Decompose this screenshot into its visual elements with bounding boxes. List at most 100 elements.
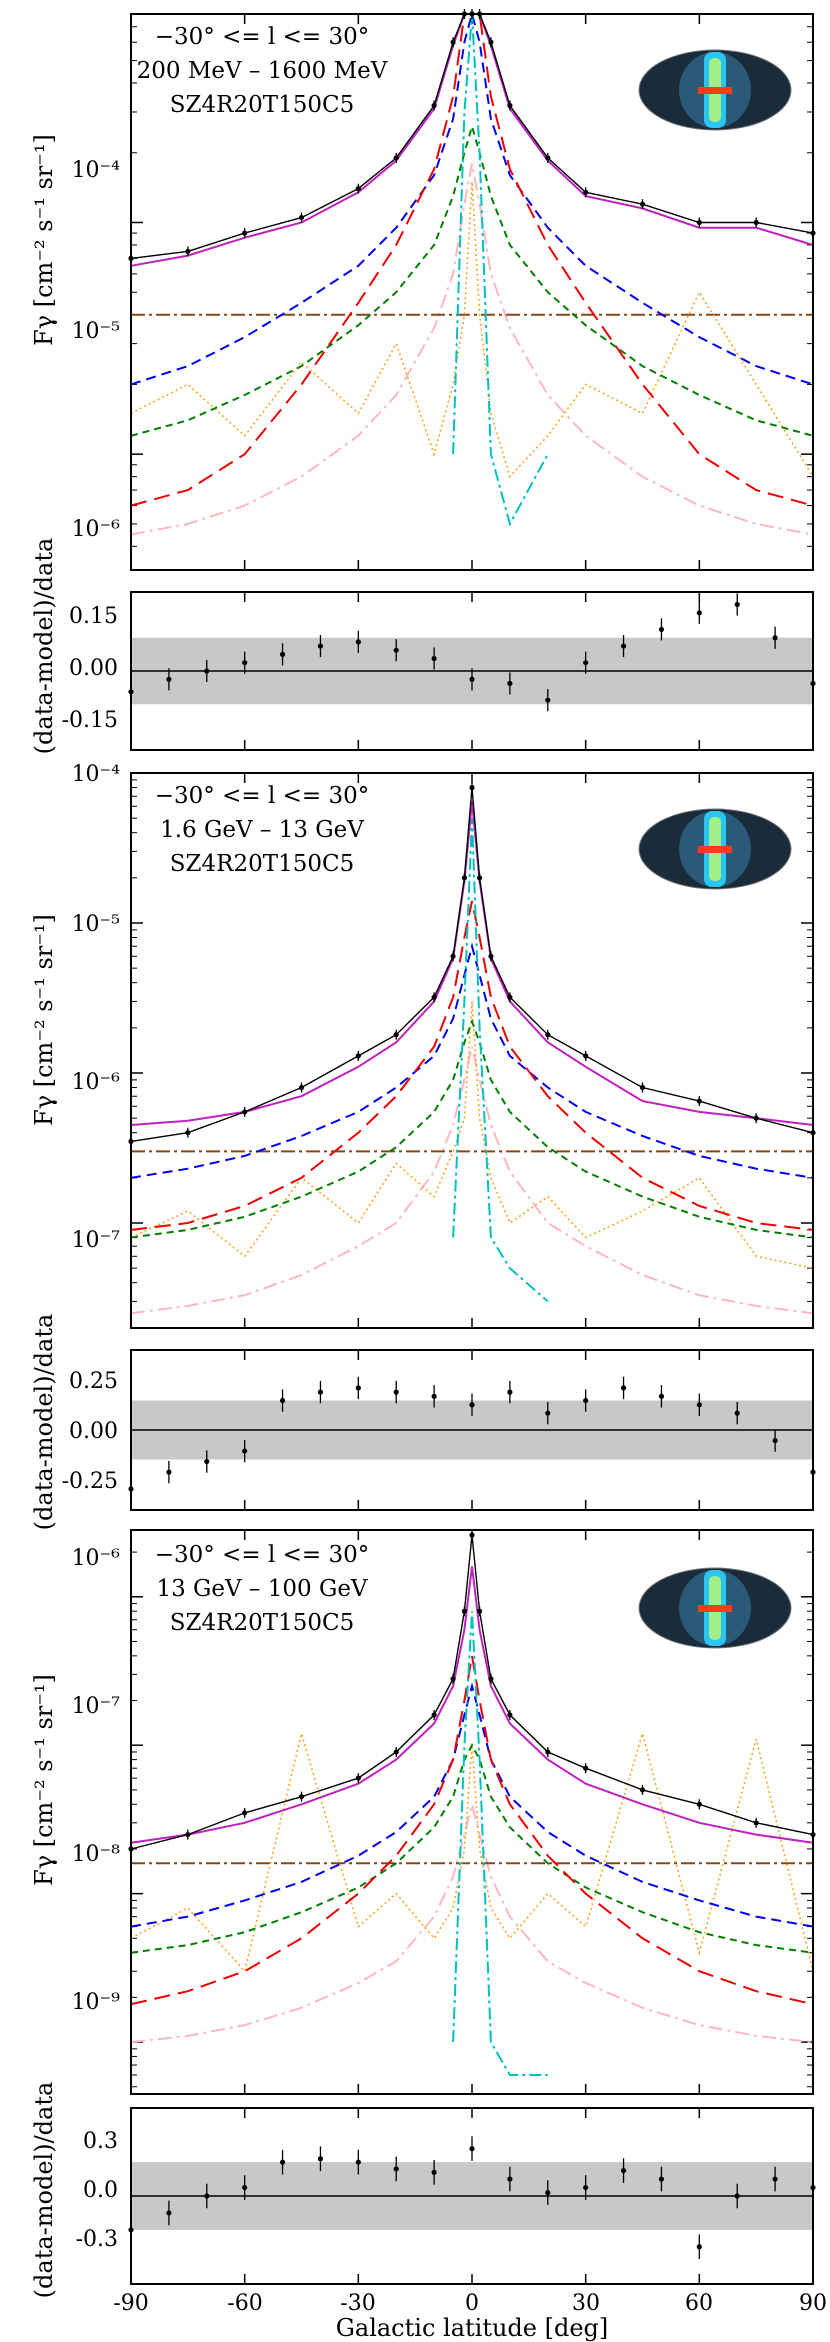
data-point xyxy=(431,102,437,109)
data-point xyxy=(753,1115,759,1121)
xtick-label: -60 xyxy=(227,2291,262,2316)
panel-3-residual-plot xyxy=(128,2108,816,2284)
data-point xyxy=(242,230,248,236)
data-point xyxy=(696,219,702,226)
panel-3-ytick-3: 10⁻⁶ xyxy=(72,1546,121,1571)
series-ring-line xyxy=(452,1611,548,2076)
residual-point xyxy=(734,2193,740,2199)
panel-2-rtick-0: 0.25 xyxy=(69,1369,118,1394)
residual-point xyxy=(696,2244,702,2250)
xtick-label: -90 xyxy=(113,2291,148,2316)
residual-point xyxy=(166,1469,172,1475)
residual-point xyxy=(393,1389,399,1395)
series-pink-line xyxy=(130,1046,814,1315)
data-point xyxy=(185,248,191,255)
panel-2: Fγ [cm⁻² s⁻¹ sr⁻¹] 10⁻⁷ 10⁻⁶ 10⁻⁵ 10⁻⁴ −… xyxy=(30,762,816,1530)
panel-1-rtick-1: 0.00 xyxy=(69,656,118,681)
panel-1-info-energy: 200 MeV – 1600 MeV xyxy=(137,58,388,84)
residual-point xyxy=(734,1410,740,1416)
residual-point xyxy=(507,680,513,687)
panel-3: Fγ [cm⁻² s⁻¹ sr⁻¹] 10⁻⁹ 10⁻⁸ 10⁻⁷ 10⁻⁶ −… xyxy=(30,1529,816,2299)
panel-3-ylabel: Fγ [cm⁻² s⁻¹ sr⁻¹] xyxy=(30,1674,58,1886)
data-point xyxy=(507,994,513,1000)
residual-point xyxy=(431,1393,437,1399)
panel-1-rtick-0: 0.15 xyxy=(69,604,118,629)
series-pi0-line xyxy=(130,900,814,1231)
panel-3-ytick-2: 10⁻⁷ xyxy=(72,1694,121,1719)
panel-3-resid-ylabel: (data-model)/data xyxy=(30,2082,58,2299)
residual-point xyxy=(431,2169,437,2175)
data-point xyxy=(450,39,456,45)
residual-point xyxy=(242,1448,248,1454)
data-point xyxy=(476,875,483,881)
data-point xyxy=(431,1712,437,1718)
panel-2-info-model: SZ4R20T150C5 xyxy=(170,851,354,877)
residual-point xyxy=(355,1385,361,1391)
series-pi0-line xyxy=(130,1655,814,2006)
residual-point xyxy=(279,2159,286,2165)
data-point xyxy=(507,1712,513,1718)
data-point xyxy=(753,1820,759,1826)
panel-2-residual-plot xyxy=(128,1350,816,1510)
residual-point xyxy=(393,2166,399,2172)
data-point xyxy=(355,1053,361,1059)
residual-point xyxy=(242,2184,248,2191)
panel-2-resid-ylabel: (data-model)/data xyxy=(30,1314,58,1531)
data-point xyxy=(583,1765,589,1771)
residual-point xyxy=(317,2156,324,2162)
panel-3-main-frame xyxy=(130,1529,814,2095)
series-total-line xyxy=(130,1566,814,1844)
panel-2-main-frame xyxy=(130,772,814,1329)
data-point xyxy=(185,1831,191,1838)
residual-point xyxy=(507,2176,513,2182)
series-sources-line xyxy=(130,181,814,479)
panel-1-ylabel: Fγ [cm⁻² s⁻¹ sr⁻¹] xyxy=(30,134,58,346)
data-point xyxy=(298,1084,305,1091)
panel-1-info-model: SZ4R20T150C5 xyxy=(170,92,354,118)
residual-point xyxy=(279,651,286,657)
residual-point xyxy=(545,697,551,703)
series-bremss-line xyxy=(130,1018,814,1239)
panel-1-ytick-0: 10⁻⁶ xyxy=(72,517,121,542)
data-point xyxy=(393,1749,399,1755)
xtick-label: 60 xyxy=(685,2291,713,2316)
data-point xyxy=(393,1032,399,1038)
panel-2-ytick-0: 10⁻⁷ xyxy=(72,1228,121,1253)
panel-2-resid-frame xyxy=(130,1349,814,1511)
residual-point xyxy=(620,1385,627,1391)
residual-point xyxy=(545,2190,551,2196)
panel-1-resid-ylabel: (data-model)/data xyxy=(30,538,58,755)
data-point xyxy=(355,1775,361,1781)
data-point xyxy=(507,102,513,109)
data-point xyxy=(488,1676,494,1682)
series-pink-line xyxy=(130,1804,814,2044)
xtick-label: 30 xyxy=(572,2291,600,2316)
residual-point xyxy=(658,626,665,633)
residual-point xyxy=(204,668,210,674)
data-point xyxy=(583,1053,589,1059)
residual-point xyxy=(166,2210,172,2216)
panel-3-info-model: SZ4R20T150C5 xyxy=(170,1610,354,1636)
panel-3-info-energy: 13 GeV – 100 GeV xyxy=(156,1576,367,1602)
data-point xyxy=(545,1032,551,1038)
series-ring-line xyxy=(452,13,549,527)
residual-point xyxy=(431,655,437,662)
residual-point xyxy=(317,643,324,649)
data-point xyxy=(639,201,646,207)
series-bremss-line xyxy=(130,122,814,437)
residual-point xyxy=(279,1397,286,1404)
data-point xyxy=(431,994,437,1000)
series-ics-line xyxy=(130,1682,814,1928)
data-point xyxy=(476,1608,483,1614)
panel-1-sky-map-inset xyxy=(638,49,792,131)
data-point xyxy=(242,1109,248,1115)
series-pink-line xyxy=(130,163,814,536)
panel-2-rtick-2: -0.25 xyxy=(62,1469,118,1494)
data-point xyxy=(298,214,305,221)
panel-1: Fγ [cm⁻² s⁻¹ sr⁻¹] 10⁻⁶ 10⁻⁵ 10⁻⁴ −30° <… xyxy=(30,9,816,754)
panel-2-ylabel: Fγ [cm⁻² s⁻¹ sr⁻¹] xyxy=(30,914,58,1126)
data-point xyxy=(242,1810,248,1816)
data-point xyxy=(545,155,551,161)
residual-point xyxy=(583,660,589,666)
